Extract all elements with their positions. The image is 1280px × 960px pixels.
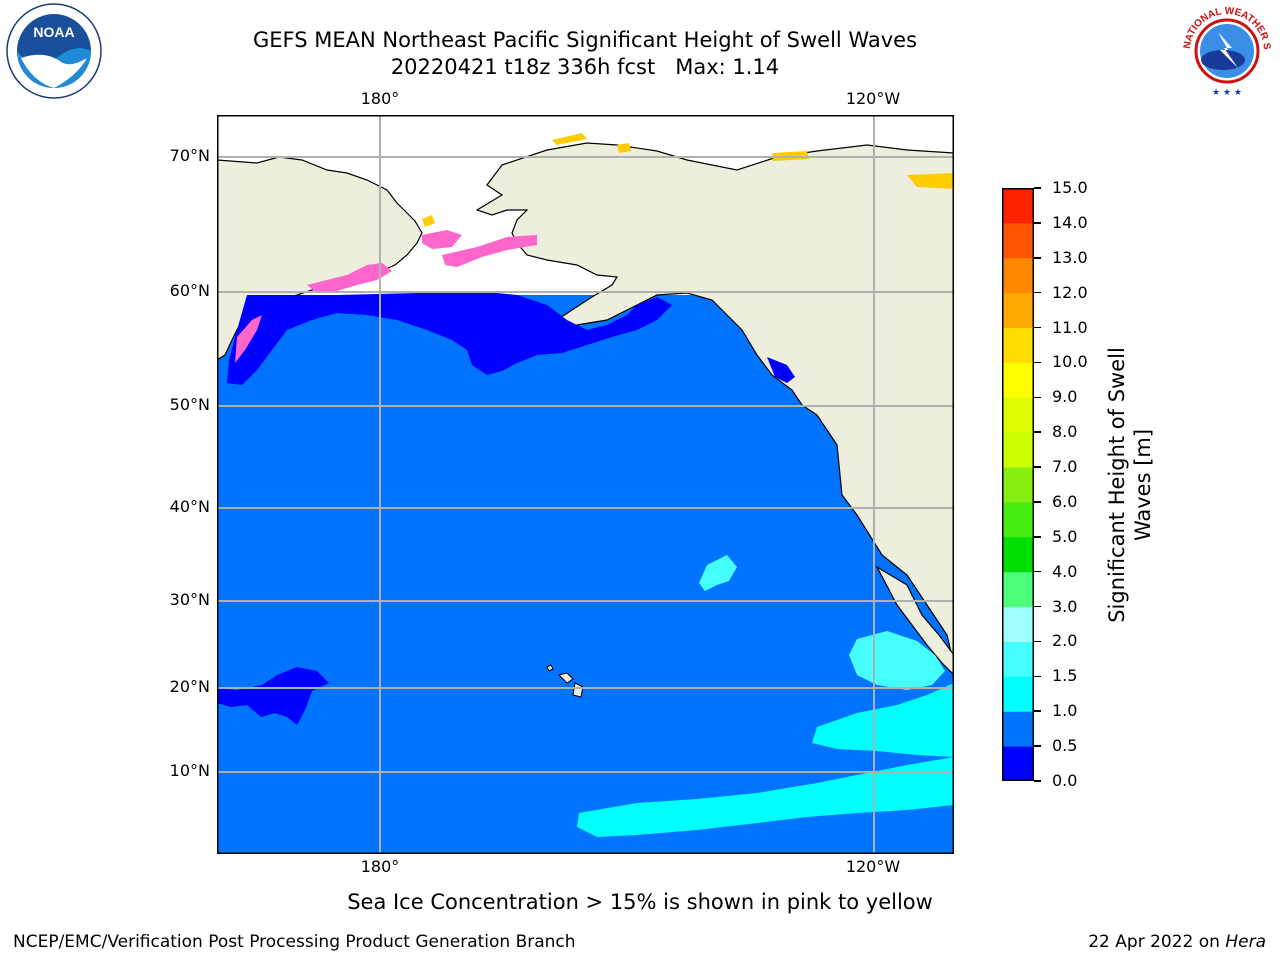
colorbar-tick-label: 6.0 — [1052, 491, 1078, 511]
colorbar-segment-10 — [1002, 397, 1034, 433]
noaa-logo-text: NOAA — [33, 24, 74, 40]
lat-label-40n: 40°N — [169, 497, 210, 516]
colorbar-segment-8 — [1002, 467, 1034, 503]
colorbar-segment-16 — [1002, 188, 1034, 224]
swell-band-tropics — [577, 757, 954, 837]
footer-machine: Hera — [1225, 932, 1266, 952]
colorbar-segment-2 — [1002, 676, 1034, 712]
colorbar-tick-mark — [1034, 501, 1041, 503]
colorbar-segment-9 — [1002, 432, 1034, 468]
colorbar-segment-14 — [1002, 257, 1034, 294]
swell-patch-northeast — [699, 555, 737, 591]
noaa-logo: NOAA — [6, 3, 102, 99]
colorbar-segment-4 — [1002, 606, 1034, 642]
colorbar-tick-label: 13.0 — [1052, 247, 1088, 267]
colorbar-segment-15 — [1002, 222, 1034, 259]
colorbar-tick-label: 1.5 — [1052, 666, 1078, 686]
colorbar-segment-12 — [1002, 327, 1034, 363]
colorbar-segment-13 — [1002, 292, 1034, 329]
lon-label-bottom-180: 180° — [360, 857, 400, 876]
colorbar-tick-mark — [1034, 257, 1041, 259]
lat-label-60n: 60°N — [169, 281, 210, 300]
colorbar-tick-label: 15.0 — [1052, 178, 1088, 197]
colorbar-tick-label: 4.0 — [1052, 561, 1078, 581]
colorbar-segment-6 — [1002, 536, 1034, 573]
colorbar-tick-mark — [1034, 710, 1041, 712]
footer-credit: NCEP/EMC/Verification Post Processing Pr… — [13, 932, 576, 952]
land-baja-california — [875, 565, 954, 676]
nws-logo: NATIONAL WEATHER SERVICE ★ ★ ★ — [1178, 2, 1274, 98]
svg-text:★ ★ ★: ★ ★ ★ — [1212, 88, 1242, 98]
colorbar-title-line1: Significant Height of Swell — [1105, 347, 1129, 623]
map-panel — [217, 115, 954, 854]
footer-date: 22 Apr 2022 on Hera — [1088, 932, 1266, 952]
lon-label-top-180: 180° — [360, 89, 400, 108]
colorbar-segment-0 — [1002, 746, 1034, 781]
colorbar-tick-label: 14.0 — [1052, 212, 1088, 232]
footer-date-text: 22 Apr 2022 on — [1088, 932, 1226, 952]
lat-label-70n: 70°N — [169, 146, 210, 165]
colorbar-tick-label: 8.0 — [1052, 422, 1078, 442]
colorbar-tick-mark — [1034, 396, 1041, 399]
colorbar-tick-label: 12.0 — [1052, 282, 1088, 302]
low-swell-bering — [227, 291, 672, 385]
lat-label-30n: 30°N — [169, 590, 210, 609]
lat-label-10n: 10°N — [169, 761, 210, 780]
colorbar-segment-11 — [1002, 362, 1034, 398]
colorbar-tick-label: 1.0 — [1052, 701, 1078, 721]
colorbar-tick-mark — [1034, 536, 1041, 538]
low-swell-bc-coast — [767, 357, 795, 383]
colorbar-segment-3 — [1002, 641, 1034, 677]
low-swell-subtropics — [217, 667, 329, 725]
colorbar-segment-1 — [1002, 711, 1034, 747]
colorbar-tick-mark — [1034, 570, 1041, 573]
colorbar-tick-mark — [1034, 326, 1041, 329]
colorbar-tick-label: 0.5 — [1052, 736, 1078, 756]
lon-label-top-120w: 120°W — [845, 89, 901, 108]
sea-ice-note: Sea Ice Concentration > 15% is shown in … — [347, 890, 933, 914]
colorbar-tick-mark — [1034, 291, 1041, 294]
colorbar-tick-mark — [1034, 675, 1041, 678]
colorbar-tick-mark — [1034, 605, 1041, 608]
map-gridlines — [217, 115, 954, 854]
lat-label-50n: 50°N — [169, 395, 210, 414]
colorbar-tick-label: 10.0 — [1052, 352, 1088, 372]
colorbar-tick-mark — [1034, 640, 1041, 643]
colorbar-tick-mark — [1034, 745, 1041, 747]
colorbar-tick-label: 7.0 — [1052, 457, 1078, 477]
map-frame — [217, 115, 954, 854]
colorbar-segment-7 — [1002, 501, 1034, 538]
colorbar-tick-mark — [1034, 780, 1041, 782]
colorbar-title-line2: Waves [m] — [1131, 428, 1155, 542]
colorbar-tick-label: 3.0 — [1052, 596, 1078, 616]
swell-band-east — [812, 683, 954, 757]
colorbar-tick-label: 11.0 — [1052, 317, 1088, 337]
lat-label-20n: 20°N — [169, 677, 210, 696]
sea-ice-bering — [235, 230, 537, 363]
colorbar-tick-label: 2.0 — [1052, 631, 1078, 651]
plot-title: GEFS MEAN Northeast Pacific Significant … — [252, 28, 918, 52]
colorbar-tick-mark — [1034, 361, 1041, 364]
colorbar-tick-mark — [1034, 222, 1041, 224]
colorbar-tick-mark — [1034, 466, 1041, 468]
colorbar-tick-mark — [1034, 431, 1041, 433]
colorbar-title: Significant Height of Swell Waves [m] — [1104, 347, 1156, 623]
plot-subtitle-date: 20220421 t18z 336h fcst Max: 1.14 — [390, 55, 780, 79]
colorbar — [1002, 188, 1034, 781]
colorbar-tick-label: 9.0 — [1052, 387, 1078, 407]
colorbar-tick-mark — [1034, 187, 1041, 189]
colorbar-tick-label: 0.0 — [1052, 771, 1078, 790]
lon-label-bottom-120w: 120°W — [845, 857, 901, 876]
colorbar-segment-5 — [1002, 571, 1034, 608]
colorbar-tick-label: 5.0 — [1052, 526, 1078, 546]
